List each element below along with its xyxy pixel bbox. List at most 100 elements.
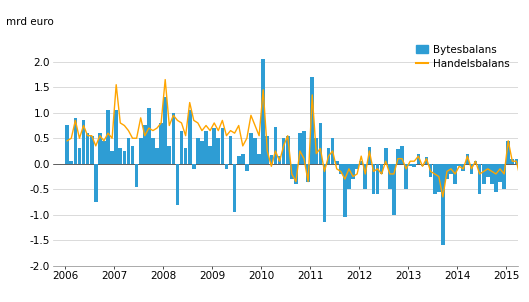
Bar [482,164,486,184]
Bar [114,110,118,164]
Bar [135,164,139,187]
Bar [151,138,155,164]
Bar [253,138,257,164]
Bar [266,136,269,164]
Bar [343,164,346,217]
Bar [81,120,85,164]
Bar [384,149,388,164]
Bar [229,136,232,164]
Bar [208,146,212,164]
Bar [515,159,518,164]
Bar [510,159,514,164]
Bar [204,130,208,164]
Bar [306,164,310,182]
Bar [392,164,396,215]
Bar [159,123,163,164]
Bar [225,164,229,169]
Bar [429,164,433,176]
Bar [221,128,224,164]
Bar [413,164,416,167]
Bar [473,161,477,164]
Bar [110,151,114,164]
Bar [461,164,465,172]
Bar [294,164,298,184]
Bar [126,138,130,164]
Bar [347,164,351,189]
Bar [98,133,102,164]
Bar [494,164,498,192]
Bar [168,146,171,164]
Bar [449,164,453,174]
Bar [527,164,529,192]
Bar [257,153,261,164]
Bar [298,133,302,164]
Bar [416,153,420,164]
Handelsbalans [440,195,446,199]
Bar [69,161,73,164]
Bar [74,118,77,164]
Bar [323,164,326,222]
Bar [212,128,216,164]
Handelsbalans [403,167,409,171]
Bar [270,155,273,164]
Bar [425,157,428,164]
Bar [180,130,184,164]
Handelsbalans [199,129,205,132]
Bar [318,123,322,164]
Bar [233,164,236,212]
Bar [131,146,134,164]
Bar [282,138,286,164]
Bar [458,164,461,166]
Bar [453,164,457,184]
Bar [200,141,204,164]
Bar [359,161,363,164]
Bar [245,164,249,172]
Bar [478,164,481,194]
Bar [286,136,289,164]
Bar [118,149,122,164]
Handelsbalans [170,114,177,117]
Bar [331,138,334,164]
Bar [66,126,69,164]
Bar [106,110,110,164]
Bar [314,138,318,164]
Bar [506,141,510,164]
Bar [155,149,159,164]
Bar [94,164,98,202]
Bar [143,126,147,164]
Bar [196,138,200,164]
Bar [437,164,441,192]
Handelsbalans [338,170,344,173]
Bar [176,164,179,204]
Bar [433,164,436,194]
Bar [408,164,412,166]
Bar [400,146,404,164]
Bar [311,77,314,164]
Bar [147,108,151,164]
Bar [445,164,449,179]
Bar [498,164,502,182]
Bar [404,164,408,189]
Bar [237,156,241,164]
Bar [380,164,384,174]
Bar [421,164,424,166]
Handelsbalans [456,165,462,168]
Bar [441,164,445,245]
Bar [503,164,506,189]
Bar [102,141,106,164]
Bar [278,156,281,164]
Bar [523,164,526,187]
Bar [396,149,400,164]
Bar [241,153,244,164]
Handelsbalans [64,139,70,143]
Bar [249,133,253,164]
Bar [261,59,265,164]
Bar [90,136,94,164]
Bar [86,133,89,164]
Text: mrd euro: mrd euro [6,17,54,27]
Bar [355,164,359,169]
Bar [327,149,331,164]
Bar [490,164,494,184]
Bar [302,130,306,164]
Bar [368,147,371,164]
